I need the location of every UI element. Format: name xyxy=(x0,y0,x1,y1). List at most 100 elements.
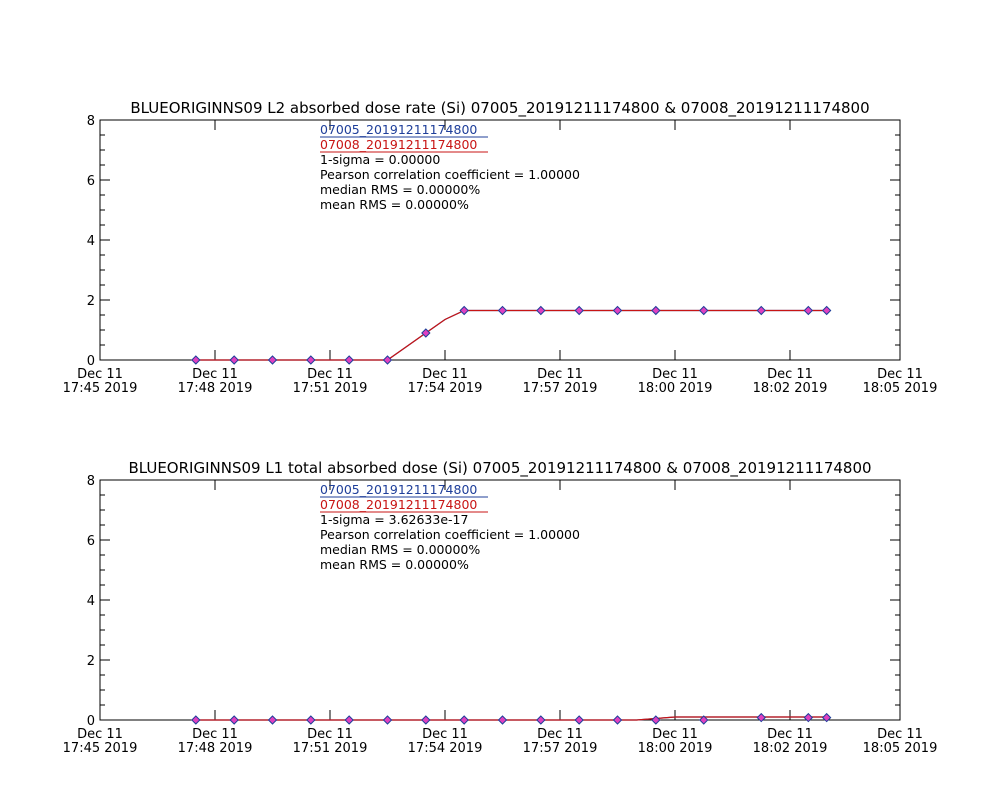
data-point-marker xyxy=(229,355,239,365)
data-point-marker xyxy=(421,328,431,338)
annotation-sigma: 1-sigma = 3.62633e-17 xyxy=(320,512,468,527)
legend-entry-series-2: 07008_20191211174800 xyxy=(320,137,477,152)
chart-title: BLUEORIGINNS09 L2 absorbed dose rate (Si… xyxy=(130,99,869,118)
y-tick-label: 8 xyxy=(87,114,95,129)
data-point-marker xyxy=(382,715,393,725)
annotation-mean-rms: mean RMS = 0.00000% xyxy=(320,197,469,212)
x-tick-label-date: Dec 11 xyxy=(537,367,583,382)
data-point-marker xyxy=(459,715,469,725)
data-point-marker xyxy=(756,712,766,723)
y-tick-label: 4 xyxy=(87,594,95,609)
x-tick-label-time: 18:05 2019 xyxy=(863,381,938,396)
data-point-marker xyxy=(574,305,584,316)
data-point-marker xyxy=(756,305,766,316)
x-tick-label-date: Dec 11 xyxy=(422,367,468,382)
x-tick-label-time: 18:02 2019 xyxy=(753,741,828,756)
legend: 07005_20191211174800 07008_2019121117480… xyxy=(320,482,580,572)
annotation-mean-rms: mean RMS = 0.00000% xyxy=(320,557,469,572)
y-axis: 0 2 4 6 8 xyxy=(87,474,900,729)
data-point-marker xyxy=(344,715,354,725)
legend: 07005_20191211174800 07008_2019121117480… xyxy=(320,122,580,212)
x-tick-label-time: 17:57 2019 xyxy=(523,741,598,756)
x-tick-label-date: Dec 11 xyxy=(767,727,813,742)
x-tick-label-time: 18:02 2019 xyxy=(753,381,828,396)
y-tick-label: 6 xyxy=(87,534,95,549)
data-point-marker xyxy=(267,355,278,365)
x-tick-label-date: Dec 11 xyxy=(877,367,923,382)
chart-panel-top: BLUEORIGINNS09 L2 absorbed dose rate (Si… xyxy=(63,99,938,396)
annotation-pearson: Pearson correlation coefficient = 1.0000… xyxy=(320,167,580,182)
annotation-sigma: 1-sigma = 0.00000 xyxy=(320,152,440,167)
data-point-marker xyxy=(497,715,508,725)
x-tick-label-date: Dec 11 xyxy=(77,367,123,382)
legend-entry-series-2: 07008_20191211174800 xyxy=(320,497,477,512)
data-point-marker xyxy=(803,712,814,723)
data-point-marker xyxy=(344,355,354,365)
data-point-marker xyxy=(574,715,584,725)
x-tick-label-date: Dec 11 xyxy=(77,727,123,742)
x-tick-label-time: 17:54 2019 xyxy=(408,381,483,396)
series-line-2 xyxy=(195,716,827,721)
x-tick-label-time: 17:51 2019 xyxy=(293,741,368,756)
y-tick-label: 2 xyxy=(87,654,95,669)
x-tick-label-time: 17:45 2019 xyxy=(63,741,138,756)
legend-entry-series-1: 07005_20191211174800 xyxy=(320,122,477,137)
data-point-marker xyxy=(612,715,623,725)
data-point-marker xyxy=(229,715,239,725)
data-point-marker xyxy=(803,305,814,316)
data-point-marker xyxy=(699,715,709,725)
chart-title: BLUEORIGINNS09 L1 total absorbed dose (S… xyxy=(128,459,871,478)
x-tick-label-time: 17:54 2019 xyxy=(408,741,483,756)
series-layer xyxy=(191,305,832,365)
x-tick-label-date: Dec 11 xyxy=(192,727,238,742)
y-tick-label: 6 xyxy=(87,174,95,189)
x-tick-label-date: Dec 11 xyxy=(877,727,923,742)
x-tick-label-date: Dec 11 xyxy=(537,727,583,742)
data-point-marker xyxy=(191,355,201,365)
x-tick-label-date: Dec 11 xyxy=(652,367,698,382)
data-point-marker xyxy=(821,712,832,723)
data-point-marker xyxy=(306,715,316,725)
y-tick-label: 4 xyxy=(87,234,95,249)
annotation-median-rms: median RMS = 0.00000% xyxy=(320,182,480,197)
series-line-2 xyxy=(195,309,827,361)
data-point-marker xyxy=(459,305,469,316)
y-tick-label: 0 xyxy=(87,714,95,729)
data-point-marker xyxy=(651,715,661,725)
x-tick-label-time: 17:51 2019 xyxy=(293,381,368,396)
data-point-marker xyxy=(651,305,661,316)
data-point-marker xyxy=(191,715,201,725)
x-tick-label-time: 18:00 2019 xyxy=(638,741,713,756)
data-point-marker xyxy=(536,715,546,725)
x-tick-label-date: Dec 11 xyxy=(192,367,238,382)
y-tick-label: 8 xyxy=(87,474,95,489)
x-tick-label-time: 17:48 2019 xyxy=(178,741,253,756)
data-point-marker xyxy=(612,305,623,316)
y-tick-label: 0 xyxy=(87,354,95,369)
data-point-marker xyxy=(267,715,278,725)
x-tick-label-time: 17:57 2019 xyxy=(523,381,598,396)
data-point-marker xyxy=(536,305,546,316)
x-tick-label-time: 18:00 2019 xyxy=(638,381,713,396)
y-axis: 0 2 4 6 8 xyxy=(87,114,900,369)
data-point-marker xyxy=(421,715,431,725)
x-tick-label-time: 17:45 2019 xyxy=(63,381,138,396)
y-tick-label: 2 xyxy=(87,294,95,309)
data-point-marker xyxy=(497,305,508,316)
annotation-median-rms: median RMS = 0.00000% xyxy=(320,542,480,557)
legend-entry-series-1: 07005_20191211174800 xyxy=(320,482,477,497)
x-tick-label-date: Dec 11 xyxy=(767,367,813,382)
data-point-marker xyxy=(306,355,316,365)
x-tick-label-time: 17:48 2019 xyxy=(178,381,253,396)
x-tick-label-date: Dec 11 xyxy=(307,367,353,382)
data-point-marker xyxy=(382,355,393,365)
x-tick-label-date: Dec 11 xyxy=(422,727,468,742)
data-point-marker xyxy=(699,305,709,316)
x-tick-label-date: Dec 11 xyxy=(307,727,353,742)
series-layer xyxy=(191,712,832,725)
data-point-marker xyxy=(821,305,832,316)
